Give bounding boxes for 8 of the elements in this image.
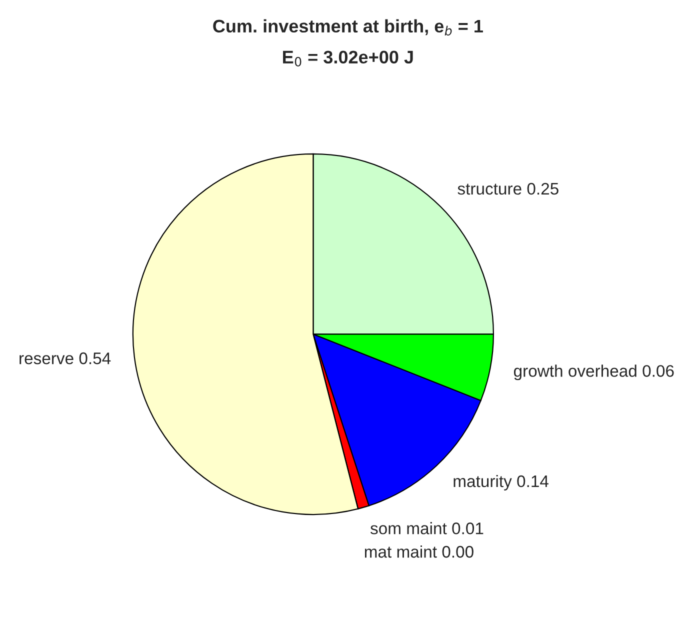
chart-subtitle: E$_{0}$ = 3.02e+00 J xyxy=(283,50,413,66)
chart-title: Cum. investment at birth, e$_{b}$ = 1 xyxy=(213,19,483,36)
slice-label: reserve 0.54 xyxy=(20,352,111,364)
slice-label: growth overhead 0.06 xyxy=(514,364,674,380)
slice-label: maturity 0.14 xyxy=(454,474,548,490)
slice-label: structure 0.25 xyxy=(458,182,558,195)
category-label: mat maint 0.00 xyxy=(364,545,474,558)
slice-label: som maint 0.01 xyxy=(370,522,484,534)
